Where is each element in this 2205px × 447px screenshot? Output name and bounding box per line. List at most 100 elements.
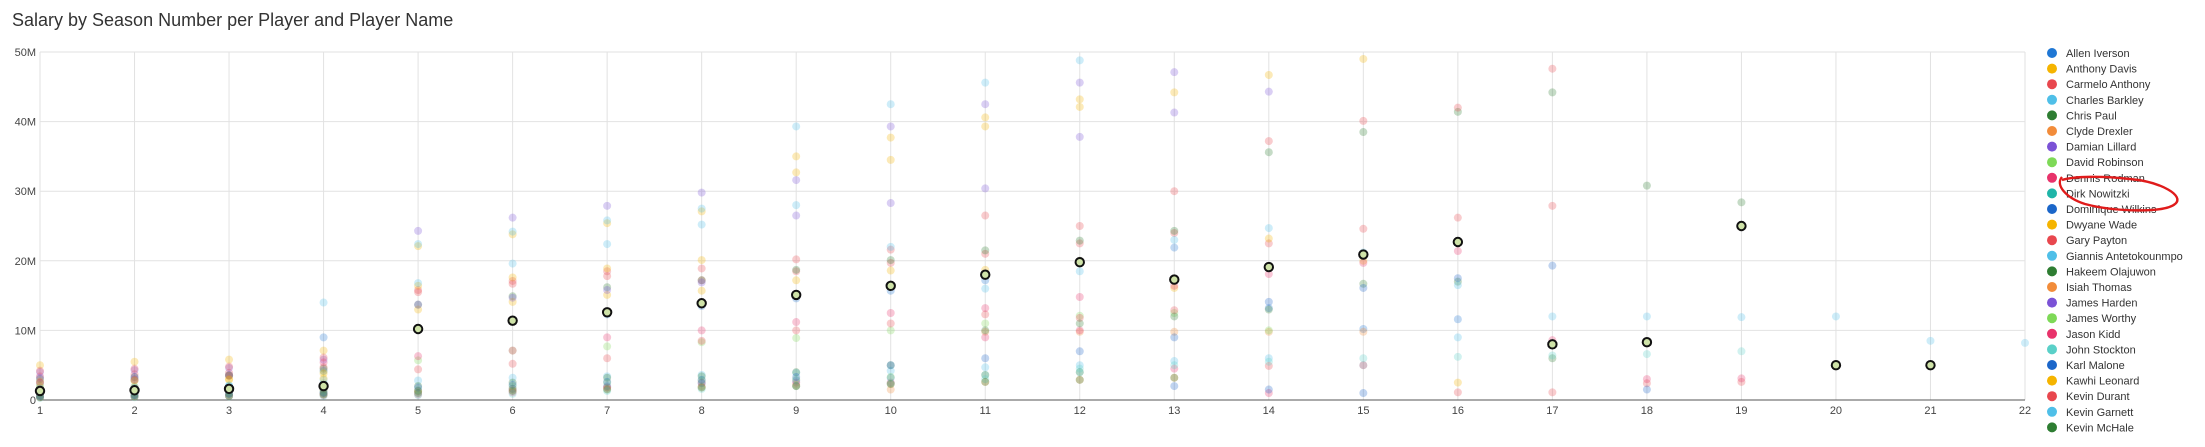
legend-item[interactable]: Anthony Davis bbox=[2047, 63, 2137, 76]
data-point[interactable] bbox=[1264, 385, 1273, 394]
data-point[interactable] bbox=[414, 387, 423, 396]
data-point[interactable] bbox=[414, 226, 423, 235]
legend-item[interactable]: John Stockton bbox=[2047, 344, 2136, 356]
data-point[interactable] bbox=[319, 374, 328, 383]
data-point[interactable] bbox=[1075, 347, 1084, 356]
legend-item[interactable]: James Harden bbox=[2047, 297, 2138, 310]
data-point[interactable] bbox=[508, 346, 517, 355]
data-point[interactable] bbox=[130, 376, 139, 385]
data-point[interactable] bbox=[792, 265, 801, 274]
data-point[interactable] bbox=[981, 304, 990, 313]
data-point[interactable] bbox=[886, 245, 895, 254]
data-point[interactable] bbox=[1170, 364, 1179, 373]
data-point[interactable] bbox=[886, 379, 895, 388]
data-point[interactable] bbox=[1170, 187, 1179, 196]
legend-item[interactable]: Clyde Drexler bbox=[2047, 126, 2133, 138]
data-point[interactable] bbox=[1264, 234, 1273, 243]
data-point[interactable] bbox=[1359, 54, 1368, 63]
data-point[interactable] bbox=[1359, 361, 1368, 370]
data-point[interactable] bbox=[1453, 247, 1462, 256]
data-point[interactable] bbox=[697, 378, 706, 387]
data-point[interactable] bbox=[886, 100, 895, 109]
legend-item[interactable]: Dirk Nowitzki bbox=[2047, 188, 2130, 200]
data-point[interactable] bbox=[1548, 201, 1557, 210]
legend-item[interactable]: Giannis Antetokounmpo bbox=[2047, 251, 2183, 263]
highlighted-point[interactable] bbox=[1169, 274, 1180, 285]
data-point[interactable] bbox=[1075, 102, 1084, 111]
data-point[interactable] bbox=[1642, 312, 1651, 321]
data-point[interactable] bbox=[792, 122, 801, 131]
data-point[interactable] bbox=[1548, 388, 1557, 397]
legend-item[interactable]: Hakeem Olajuwon bbox=[2047, 266, 2156, 278]
data-point[interactable] bbox=[792, 373, 801, 382]
data-point[interactable] bbox=[886, 361, 895, 370]
data-point[interactable] bbox=[886, 366, 895, 375]
data-point[interactable] bbox=[225, 370, 234, 379]
highlighted-point[interactable] bbox=[1452, 236, 1464, 248]
data-point[interactable] bbox=[697, 376, 706, 385]
data-point[interactable] bbox=[508, 273, 517, 282]
data-point[interactable] bbox=[225, 355, 234, 364]
data-point[interactable] bbox=[697, 220, 706, 229]
highlighted-point[interactable] bbox=[223, 383, 235, 395]
highlighted-point[interactable] bbox=[1263, 261, 1275, 273]
data-point[interactable] bbox=[1170, 235, 1179, 244]
data-point[interactable] bbox=[1359, 128, 1368, 137]
data-point[interactable] bbox=[225, 362, 234, 371]
data-point[interactable] bbox=[1453, 213, 1462, 222]
highlighted-point[interactable] bbox=[1641, 337, 1653, 348]
data-point[interactable] bbox=[130, 364, 139, 373]
data-point[interactable] bbox=[1170, 373, 1179, 382]
data-point[interactable] bbox=[1075, 361, 1084, 370]
data-point[interactable] bbox=[1264, 304, 1273, 313]
data-point[interactable] bbox=[1548, 261, 1557, 270]
legend-item[interactable]: Allen Iverson bbox=[2047, 48, 2130, 60]
legend-item[interactable]: Isiah Thomas bbox=[2047, 282, 2132, 294]
data-point[interactable] bbox=[697, 338, 706, 347]
highlighted-point[interactable] bbox=[1736, 220, 1747, 232]
data-point[interactable] bbox=[130, 373, 139, 382]
data-point[interactable] bbox=[1075, 222, 1084, 230]
highlighted-point[interactable] bbox=[885, 280, 896, 292]
data-point[interactable] bbox=[1737, 374, 1746, 383]
data-point[interactable] bbox=[697, 188, 706, 197]
highlighted-point[interactable] bbox=[1925, 360, 1936, 371]
data-point[interactable] bbox=[414, 386, 423, 395]
data-point[interactable] bbox=[1170, 373, 1179, 382]
data-point[interactable] bbox=[1264, 87, 1273, 96]
data-point[interactable] bbox=[1453, 281, 1462, 290]
data-point[interactable] bbox=[1075, 311, 1084, 320]
data-point[interactable] bbox=[792, 318, 801, 327]
data-point[interactable] bbox=[1170, 309, 1179, 317]
data-point[interactable] bbox=[697, 204, 706, 213]
data-point[interactable] bbox=[1359, 283, 1368, 292]
data-point[interactable] bbox=[697, 276, 706, 285]
legend-item[interactable]: Charles Barkley bbox=[2047, 94, 2144, 107]
data-point[interactable] bbox=[792, 255, 801, 264]
data-point[interactable] bbox=[886, 379, 895, 388]
data-point[interactable] bbox=[981, 363, 990, 372]
data-point[interactable] bbox=[319, 363, 328, 372]
data-point[interactable] bbox=[1359, 116, 1368, 125]
data-point[interactable] bbox=[508, 297, 517, 306]
data-point[interactable] bbox=[1170, 108, 1179, 117]
data-point[interactable] bbox=[508, 230, 517, 239]
data-point[interactable] bbox=[1831, 312, 1840, 321]
data-point[interactable] bbox=[1453, 378, 1462, 387]
data-point[interactable] bbox=[508, 380, 517, 389]
data-point[interactable] bbox=[886, 373, 895, 382]
data-point[interactable] bbox=[1170, 306, 1179, 315]
data-point[interactable] bbox=[603, 342, 612, 351]
data-point[interactable] bbox=[225, 375, 234, 384]
data-point[interactable] bbox=[508, 259, 517, 268]
legend-item[interactable]: Carmelo Anthony bbox=[2047, 79, 2151, 91]
data-point[interactable] bbox=[1359, 279, 1368, 288]
data-point[interactable] bbox=[36, 393, 44, 402]
data-point[interactable] bbox=[225, 391, 234, 400]
data-point[interactable] bbox=[1075, 56, 1084, 65]
data-point[interactable] bbox=[603, 283, 612, 292]
data-point[interactable] bbox=[1642, 350, 1651, 359]
data-point[interactable] bbox=[1548, 351, 1557, 360]
legend-item[interactable]: Damian Lillard bbox=[2047, 141, 2136, 154]
data-point[interactable] bbox=[1359, 325, 1368, 334]
